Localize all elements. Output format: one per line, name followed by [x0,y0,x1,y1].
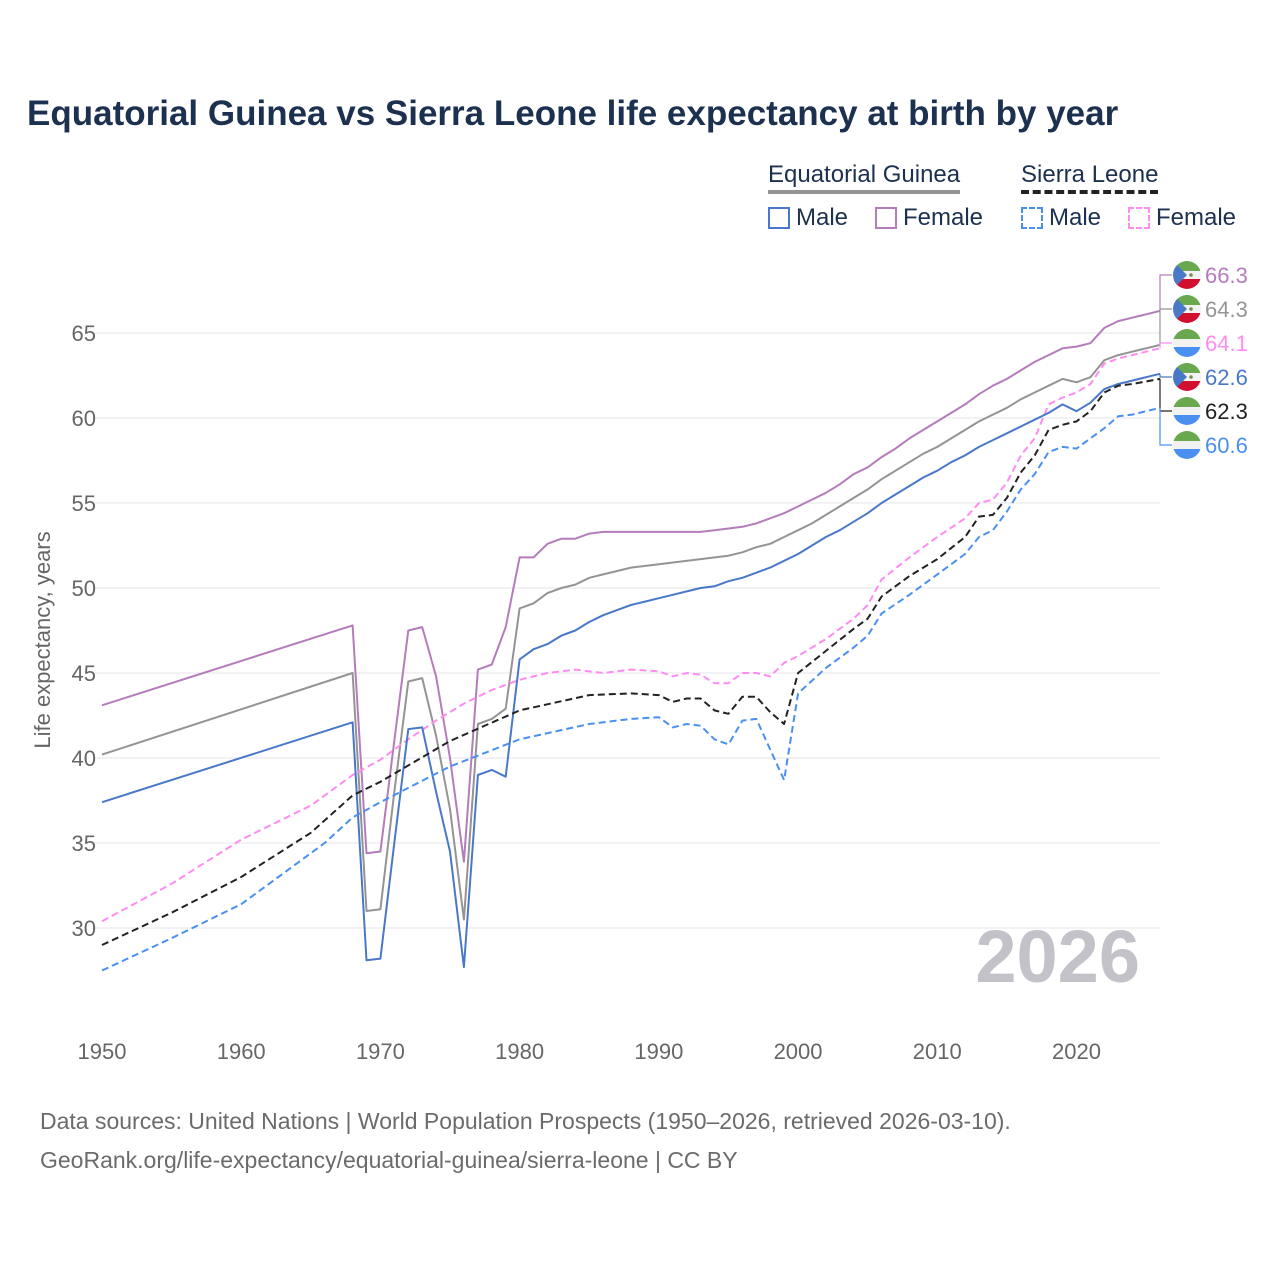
flag-stripe [1173,449,1201,459]
footer-sources: Data sources: United Nations | World Pop… [40,1108,1011,1134]
series-line-sierra-leone-female [101,347,1161,923]
flag-triangle [1173,363,1187,391]
legend-line-dashed [1021,190,1159,194]
y-axis-label: Life expectancy, years [30,531,55,748]
equatorial-guinea-flag-icon [1173,261,1201,289]
flag-stripe [1173,329,1201,339]
year-watermark: 2026 [975,915,1140,998]
series-line-equatorial-guinea-male [101,372,1161,969]
footer-link[interactable]: GeoRank.org/life-expectancy/equatorial-g… [40,1147,738,1173]
flag-stripe [1173,363,1201,373]
legend-item-sl-male[interactable]: Male [1021,204,1101,232]
equatorial-guinea-flag-icon [1173,295,1201,323]
x-tick-label: 2000 [774,1039,823,1064]
flag-stripe [1173,295,1201,305]
end-value-label: 64.3 [1205,297,1248,322]
flag-emblem [1189,375,1193,379]
legend-label: Male [796,204,849,231]
end-value-label: 62.3 [1205,399,1248,424]
y-tick-label: 30 [72,916,96,941]
flag-stripe [1173,415,1201,425]
y-tick-label: 40 [72,746,96,771]
legend-item-gq-male[interactable]: Male [768,204,848,232]
end-value-label: 64.1 [1205,331,1248,356]
legend-country-label: Equatorial Guinea [768,161,961,188]
flag-stripe [1173,441,1201,449]
y-tick-label: 60 [72,406,96,431]
legend-country-label: Sierra Leone [1021,161,1159,188]
label-connector [1159,308,1172,345]
flag-stripe [1173,279,1201,289]
x-tick-label: 1980 [495,1039,544,1064]
x-tick-label: 1950 [78,1039,127,1064]
legend-country-equatorial-guinea: Equatorial Guinea [768,161,961,194]
x-tick-label: 1970 [356,1039,405,1064]
label-connector [1159,407,1172,446]
flag-triangle [1173,295,1187,323]
end-value-label: 62.6 [1205,365,1248,390]
equatorial-guinea-flag-icon [1173,363,1201,391]
legend-swatch [1021,207,1043,229]
sierra-leone-flag-icon [1173,329,1201,357]
chart-title: Equatorial Guinea vs Sierra Leone life e… [27,94,1119,133]
flag-emblem [1189,273,1193,277]
series-line-sierra-leone [101,377,1161,946]
legend-swatch [875,207,897,229]
flag-emblem [1189,307,1193,311]
end-value-label: 66.3 [1205,263,1248,288]
legend-country-sierra-leone: Sierra Leone [1021,161,1159,194]
x-tick-label: 2010 [913,1039,962,1064]
legend-swatch [1128,207,1150,229]
series-line-equatorial-guinea-female [101,309,1161,863]
y-tick-label: 55 [72,491,96,516]
legend-swatch [768,207,790,229]
y-tick-label: 50 [72,576,96,601]
flag-triangle [1173,261,1187,289]
sierra-leone-flag-icon [1173,397,1201,425]
y-tick-label: 35 [72,831,96,856]
label-connector [1159,373,1172,378]
x-tick-label: 1960 [217,1039,266,1064]
flag-stripe [1173,381,1201,391]
legend-label: Female [1156,204,1237,231]
y-tick-label: 45 [72,661,96,686]
sierra-leone-flag-icon [1173,431,1201,459]
legend-label: Male [1049,204,1102,231]
label-connector [1159,274,1172,311]
label-connector [1159,378,1172,412]
legend-line-solid [768,190,961,194]
flag-stripe [1173,347,1201,357]
series-line-sierra-leone-male [101,406,1161,972]
legend-item-gq-female[interactable]: Female [875,204,983,232]
flag-stripe [1173,313,1201,323]
flag-stripe [1173,407,1201,415]
label-connector [1159,342,1172,349]
flag-stripe [1173,431,1201,441]
legend-label: Female [903,204,984,231]
flag-stripe [1173,339,1201,347]
series-line-equatorial-guinea [101,343,1161,921]
y-tick-label: 65 [72,321,96,346]
x-tick-label: 1990 [634,1039,683,1064]
end-value-label: 60.6 [1205,433,1248,458]
flag-stripe [1173,397,1201,407]
x-tick-label: 2020 [1052,1039,1101,1064]
legend-item-sl-female[interactable]: Female [1128,204,1236,232]
flag-stripe [1173,261,1201,271]
